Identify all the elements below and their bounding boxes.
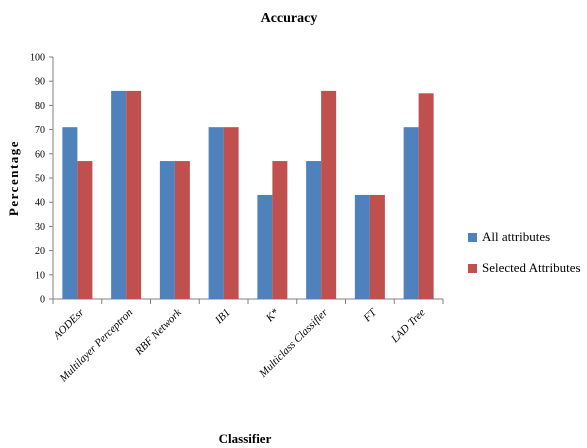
bar-all-attributes [159,161,175,299]
y-tick-label: 40 [35,198,45,209]
x-tick-label: IB1 [212,307,232,327]
y-tick-label: 70 [35,125,45,136]
y-tick-label: 50 [35,174,45,185]
y-tick-label: 0 [40,295,45,306]
legend-swatch [468,264,477,273]
y-axis-label: Percentage [6,140,21,216]
bar-all-attributes [257,194,273,299]
y-tick-label: 90 [35,77,45,88]
bar-selected-attributes [272,161,288,299]
legend-swatch [468,233,477,242]
y-tick-label: 100 [30,53,45,64]
bar-selected-attributes [321,90,337,299]
legend: All attributes Selected Attributes [468,229,581,275]
x-axis-label: Classifier [219,431,272,446]
bar-all-attributes [306,161,322,299]
x-tick-label: RBF Network [132,306,185,359]
x-tick-label: FT [361,306,380,325]
bar-all-attributes [111,90,127,299]
y-tick-label: 10 [35,270,45,281]
legend-label: Selected Attributes [482,260,581,275]
bar-all-attributes [208,127,224,300]
y-tick-label: 80 [35,101,45,112]
x-tick-label: K* [263,306,282,325]
bar-selected-attributes [369,194,385,299]
bar-selected-attributes [418,93,434,299]
bar-selected-attributes [77,161,93,299]
y-tick-label: 20 [35,246,45,257]
bar-selected-attributes [223,127,239,300]
bar-all-attributes [354,194,370,299]
bar-selected-attributes [126,90,142,299]
bar-selected-attributes [174,161,190,299]
legend-label: All attributes [482,229,550,244]
x-tick-label: AODEsr [51,306,87,342]
x-tick-label: LAD Tree [388,307,427,346]
chart-title: Accuracy [261,11,318,26]
bar-all-attributes [403,127,419,300]
y-tick-label: 30 [35,222,45,233]
y-tick-label: 60 [35,149,45,160]
bar-all-attributes [62,127,78,300]
